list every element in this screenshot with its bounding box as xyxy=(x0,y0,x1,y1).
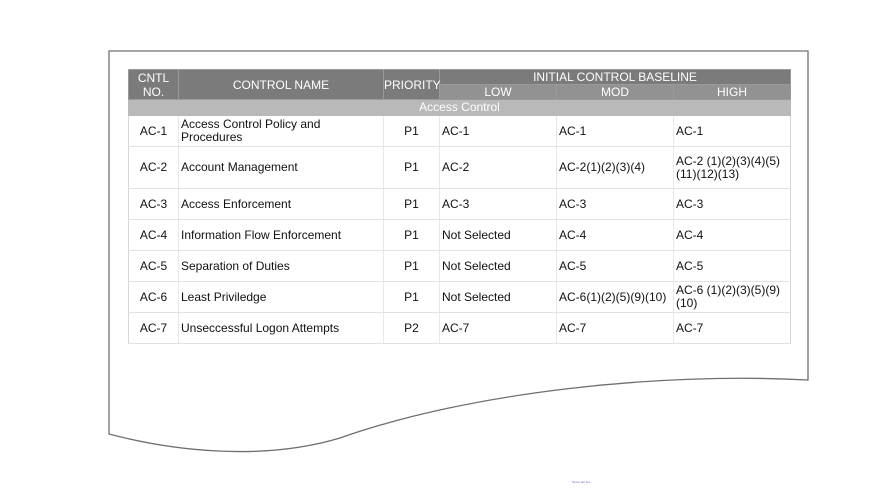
control-baseline-table: CNTL NO. CONTROL NAME PRIORITY INITIAL C… xyxy=(127,69,792,344)
header-cntl-no: CNTL NO. xyxy=(128,69,179,100)
cell-cntl-no: AC-6 xyxy=(128,281,179,313)
cell-low: AC-7 xyxy=(439,312,557,344)
cell-control-name: Unseccessful Logon Attempts xyxy=(178,312,384,344)
cell-mod: AC-7 xyxy=(556,312,674,344)
cell-priority: P1 xyxy=(383,115,440,147)
cell-cntl-no: AC-1 xyxy=(128,115,179,147)
cell-control-name: Least Priviledge xyxy=(178,281,384,313)
cell-low: AC-1 xyxy=(439,115,557,147)
table-row: AC-4 Information Flow Enforcement P1 Not… xyxy=(128,219,792,251)
cell-low: AC-3 xyxy=(439,188,557,220)
header-control-name: CONTROL NAME xyxy=(178,69,384,100)
header-low: LOW xyxy=(439,84,557,100)
cell-low: AC-2 xyxy=(439,146,557,189)
table-row: AC-1 Access Control Policy and Procedure… xyxy=(128,115,792,147)
cell-control-name: Separation of Duties xyxy=(178,250,384,282)
cell-mod: AC-3 xyxy=(556,188,674,220)
table-row: AC-7 Unseccessful Logon Attempts P2 AC-7… xyxy=(128,312,792,344)
cell-high: AC-4 xyxy=(672,219,792,251)
header-initial-control-baseline: INITIAL CONTROL BASELINE xyxy=(438,69,792,85)
cell-priority: P2 xyxy=(383,312,440,344)
footer-mark: Never fair fine xyxy=(572,480,591,484)
cell-high: AC-7 xyxy=(672,312,792,344)
header-priority: PRIORITY xyxy=(383,69,441,100)
cell-high: AC-3 xyxy=(672,188,792,220)
cell-cntl-no: AC-7 xyxy=(128,312,179,344)
cell-priority: P1 xyxy=(383,188,440,220)
cell-control-name: Account Management xyxy=(178,146,384,189)
cell-low: Not Selected xyxy=(439,281,557,313)
cell-priority: P1 xyxy=(383,281,440,313)
cell-high: AC-5 xyxy=(672,250,792,282)
cell-mod: AC-4 xyxy=(556,219,674,251)
header-high: HIGH xyxy=(672,84,792,100)
cell-cntl-no: AC-2 xyxy=(128,146,179,189)
cell-low: Not Selected xyxy=(439,250,557,282)
cell-mod: AC-6(1)(2)(5)(9)(10) xyxy=(556,281,674,313)
cell-priority: P1 xyxy=(383,250,440,282)
cell-control-name: Access Control Policy and Procedures xyxy=(178,115,384,147)
section-access-control: Access Control xyxy=(127,99,792,116)
cell-control-name: Access Enforcement xyxy=(178,188,384,220)
table-row: AC-2 Account Management P1 AC-2 AC-2(1)(… xyxy=(128,146,792,189)
cell-low: Not Selected xyxy=(439,219,557,251)
cell-mod: AC-5 xyxy=(556,250,674,282)
table-row: AC-6 Least Priviledge P1 Not Selected AC… xyxy=(128,281,792,313)
cell-cntl-no: AC-5 xyxy=(128,250,179,282)
cell-mod: AC-1 xyxy=(556,115,674,147)
cell-cntl-no: AC-4 xyxy=(128,219,179,251)
header-mod: MOD xyxy=(556,84,674,100)
table-row: AC-3 Access Enforcement P1 AC-3 AC-3 AC-… xyxy=(128,188,792,220)
cell-high: AC-2 (1)(2)(3)(4)(5)(11)(12)(13) xyxy=(672,146,792,189)
cell-control-name: Information Flow Enforcement xyxy=(178,219,384,251)
cell-priority: P1 xyxy=(383,146,440,189)
cell-cntl-no: AC-3 xyxy=(128,188,179,220)
cell-high: AC-6 (1)(2)(3)(5)(9)(10) xyxy=(672,281,792,313)
cell-priority: P1 xyxy=(383,219,440,251)
cell-high: AC-1 xyxy=(672,115,792,147)
table-row: AC-5 Separation of Duties P1 Not Selecte… xyxy=(128,250,792,282)
cell-mod: AC-2(1)(2)(3)(4) xyxy=(556,146,674,189)
